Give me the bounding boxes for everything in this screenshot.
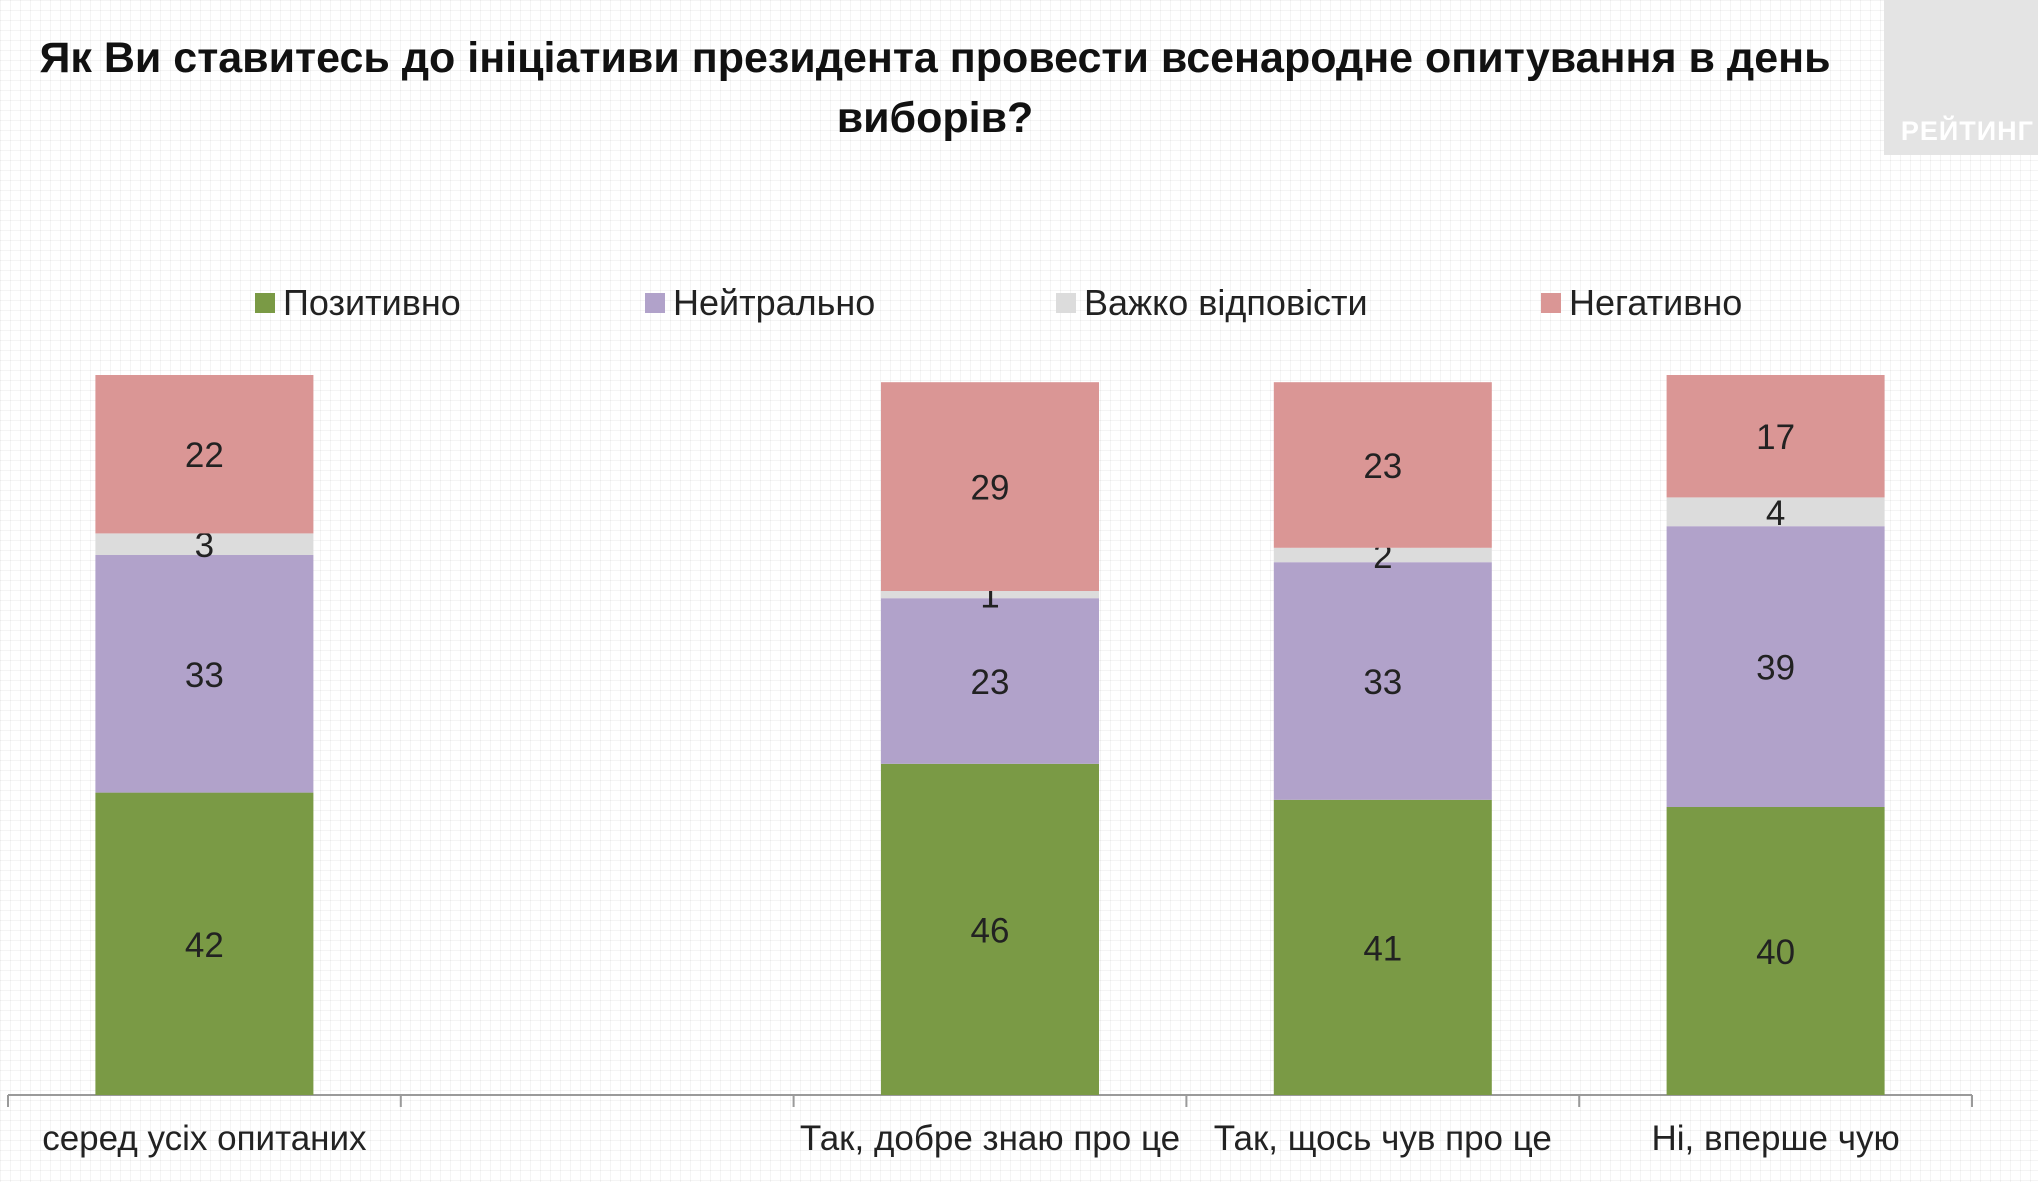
bar-segment bbox=[881, 598, 1099, 764]
data-label: 23 bbox=[971, 663, 1010, 702]
x-tick-label: Так, добре знаю про це bbox=[800, 1119, 1180, 1158]
bar-segment bbox=[1273, 562, 1492, 800]
data-label: 42 bbox=[185, 926, 224, 965]
legend-item-neutral: Нейтрально bbox=[645, 282, 875, 324]
data-label: 4 bbox=[1766, 494, 1785, 533]
legend-label-positive: Позитивно bbox=[283, 282, 461, 323]
data-label: 23 bbox=[1363, 447, 1402, 486]
bar-segment bbox=[881, 763, 1099, 1095]
bar-segment bbox=[1666, 807, 1885, 1095]
legend-label-neutral: Нейтрально bbox=[673, 282, 876, 323]
data-label: 41 bbox=[1363, 929, 1402, 968]
legend-label-negative: Негативно bbox=[1569, 282, 1743, 323]
legend-item-hard-to-say: Важко відповісти bbox=[1056, 282, 1368, 324]
legend-label-hard-to-say: Важко відповісти bbox=[1084, 282, 1368, 323]
data-label: 3 bbox=[195, 526, 214, 565]
rating-logo: РЕЙТИНГ bbox=[1884, 0, 2038, 155]
legend-item-negative: Негативно bbox=[1541, 282, 1742, 324]
legend-swatch-neutral bbox=[645, 293, 665, 313]
legend-item-positive: Позитивно bbox=[255, 282, 461, 324]
legend-swatch-hard-to-say bbox=[1056, 293, 1076, 313]
chart-title: Як Ви ставитесь до ініціативи президента… bbox=[39, 34, 1831, 142]
data-label: 33 bbox=[1363, 663, 1402, 702]
bar-segment bbox=[1666, 497, 1885, 527]
bar-segment bbox=[1666, 526, 1885, 807]
data-label: 22 bbox=[185, 436, 224, 475]
bar-segment bbox=[1273, 382, 1492, 548]
bar-segment bbox=[95, 533, 314, 555]
legend-swatch-positive bbox=[255, 293, 275, 313]
data-label: 17 bbox=[1756, 418, 1795, 457]
bar-segment bbox=[881, 591, 1099, 599]
data-label: 33 bbox=[185, 656, 224, 695]
legend-swatch-negative bbox=[1541, 293, 1561, 313]
data-label: 29 bbox=[971, 469, 1010, 508]
bar-segment bbox=[95, 792, 314, 1095]
x-tick-label: Так, щось чув про це bbox=[1214, 1119, 1552, 1158]
bar-segment bbox=[1666, 375, 1885, 498]
bar-segment bbox=[881, 382, 1099, 591]
bar-segment bbox=[1273, 547, 1492, 563]
data-label: 39 bbox=[1756, 649, 1795, 688]
x-tick-label: серед усіх опитаних bbox=[42, 1119, 367, 1158]
bar-segment bbox=[1273, 799, 1492, 1095]
x-tick-label: Ні, вперше чую bbox=[1651, 1119, 1899, 1158]
data-label: 46 bbox=[971, 911, 1010, 950]
logo-text: РЕЙТИНГ bbox=[1900, 116, 2034, 146]
data-label: 40 bbox=[1756, 933, 1795, 972]
bar-segment bbox=[95, 555, 314, 793]
bar-segment bbox=[95, 375, 314, 534]
